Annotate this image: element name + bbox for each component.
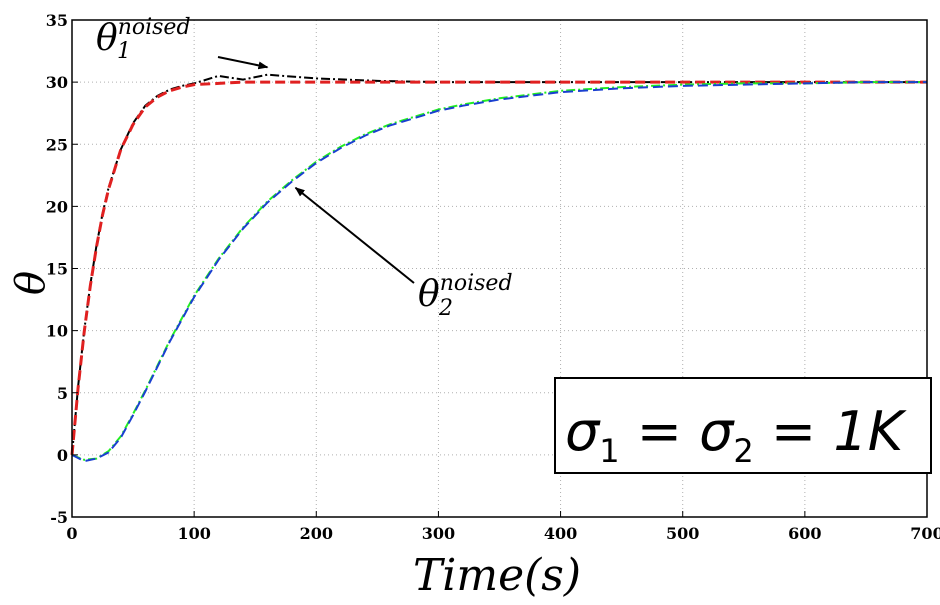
x-tick-label: 400	[544, 524, 577, 543]
y-tick-label: -5	[50, 508, 68, 527]
annotation-theta1: θnoised 1	[96, 15, 269, 70]
x-tick-label: 0	[66, 524, 77, 543]
x-tick-label: 500	[666, 524, 699, 543]
y-tick-label: 30	[46, 73, 68, 92]
y-tick-label: 10	[46, 322, 68, 341]
series-line-3	[71, 81, 927, 461]
x-tick-label: 300	[422, 524, 455, 543]
textbox-eq1: =	[620, 400, 700, 463]
svg-text:θnoised: θnoised	[96, 15, 191, 59]
x-tick-label: 600	[788, 524, 821, 543]
series-layer	[70, 73, 927, 463]
annotation-theta2-arrow	[294, 186, 415, 284]
y-tick-label: 5	[57, 384, 68, 403]
y-axis-label: θ	[8, 271, 54, 295]
annotation-theta2-sup: noised	[440, 271, 513, 296]
annotation-theta1-arrow	[217, 56, 269, 70]
y-tick-label: 0	[57, 446, 68, 465]
svg-text:θnoised: θnoised	[418, 271, 513, 315]
annotation-theta2-base: θ	[418, 274, 440, 315]
plot-frame	[71, 19, 928, 518]
noise-textbox: σ1 = σ2 = 1K	[554, 377, 932, 474]
textbox-sub1: 1	[599, 432, 619, 470]
annotation-theta1-sup: noised	[118, 15, 191, 40]
x-tick-label: 700	[910, 524, 940, 543]
textbox-sigma2: σ	[699, 400, 735, 463]
x-tick-label: 100	[177, 524, 210, 543]
textbox-value: 1K	[833, 400, 906, 463]
y-tick-label: 20	[46, 197, 68, 216]
textbox-sub2: 2	[733, 432, 753, 470]
x-tick-label: 200	[300, 524, 333, 543]
textbox-sigma1: σ	[565, 400, 601, 463]
textbox-eq2: =	[754, 400, 834, 463]
annotation-theta1-sub: 1	[117, 39, 131, 64]
svg-text:σ1 = σ2 = 1K: σ1 = σ2 = 1K	[565, 400, 907, 470]
x-axis-label: Time(s)	[413, 550, 581, 601]
y-tick-label: 15	[46, 260, 68, 279]
annotation-theta1-base: θ	[96, 18, 118, 59]
y-tick-label: 35	[46, 11, 68, 30]
series-line-2	[70, 80, 927, 456]
series-line-4	[71, 81, 927, 463]
annotation-theta2-sub: 2	[438, 296, 453, 321]
y-tick-label: 25	[46, 135, 68, 154]
annotation-theta2: θnoised 2	[294, 186, 513, 321]
